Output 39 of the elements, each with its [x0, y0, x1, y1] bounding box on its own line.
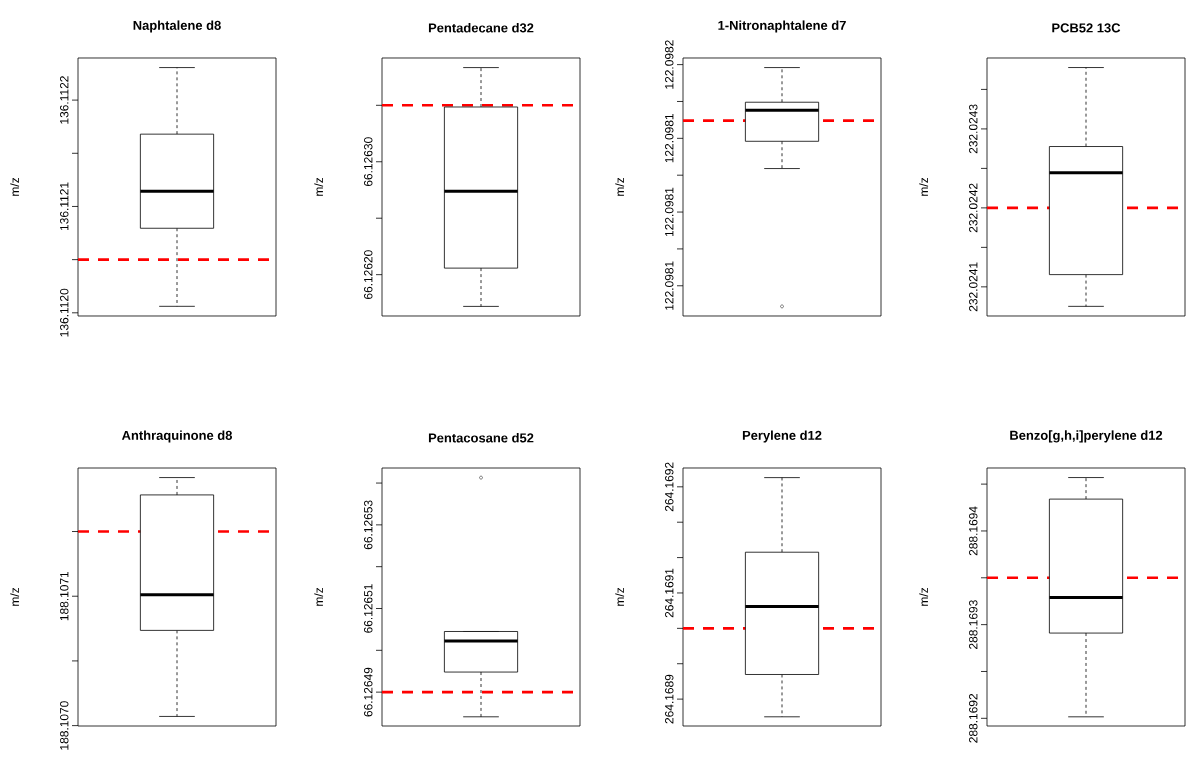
chart-title: PCB52 13C [1052, 23, 1121, 33]
chart-title: 1-Nitronaphtalene d7 [718, 20, 846, 33]
chart-title: Pentacosane d52 [428, 432, 534, 443]
y-tick-label: 232.0242 [969, 183, 978, 233]
y-tick-label: 122.0981 [665, 114, 674, 163]
y-tick-label: 136.1121 [60, 182, 69, 231]
y-axis-title: m/z [919, 177, 929, 196]
y-axis-title: m/z [919, 587, 929, 606]
chart-title: Anthraquinone d8 [121, 430, 233, 443]
y-tick-label: 122.0981 [665, 187, 674, 237]
y-tick-label: 264.1692 [665, 462, 674, 512]
y-tick-label: 288.1693 [969, 600, 978, 649]
y-tick-label: 288.1692 [969, 694, 978, 743]
y-tick-label: 66.12630 [364, 137, 373, 187]
y-tick-label: 66.12651 [364, 584, 373, 633]
chart-title: Perylene d12 [742, 430, 822, 443]
y-tick-label: 122.0981 [665, 261, 674, 310]
y-axis-title: m/z [314, 177, 324, 196]
y-axis-title: m/z [10, 177, 20, 196]
y-tick-label: 232.0241 [969, 262, 978, 312]
y-axis-title: m/z [615, 177, 625, 196]
y-tick-label: 122.0982 [665, 40, 674, 89]
y-axis-title: m/z [615, 587, 625, 606]
y-tick-label: 66.12649 [364, 667, 373, 717]
y-tick-label: 136.1122 [60, 76, 69, 124]
chart-title: Pentadecane d32 [428, 22, 534, 33]
chart-title: Benzo[g,h,i]perylene d12 [1010, 430, 1163, 443]
y-tick-label: 188.1071 [60, 571, 69, 621]
y-tick-label: 232.0243 [969, 104, 978, 154]
y-tick-label: 264.1691 [665, 568, 674, 618]
y-axis-title: m/z [314, 587, 324, 606]
y-tick-label: 136.1120 [60, 288, 69, 337]
y-axis-title: m/z [10, 587, 20, 606]
y-tick-label: 264.1689 [665, 674, 674, 724]
y-tick-label: 66.12653 [364, 500, 373, 550]
y-tick-label: 288.1694 [969, 506, 978, 556]
chart-title: Naphtalene d8 [133, 20, 221, 33]
y-tick-label: 66.12620 [364, 250, 373, 299]
y-tick-label: 188.1070 [60, 701, 69, 750]
